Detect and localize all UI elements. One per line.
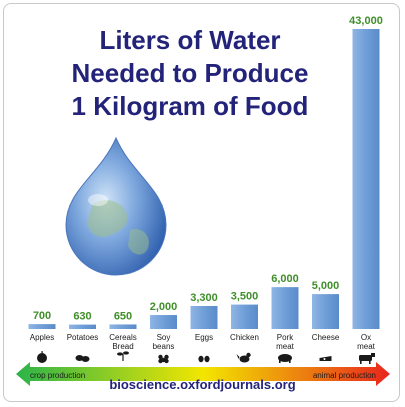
category-label: Soy [157, 333, 171, 342]
category-label: Cereals [109, 333, 137, 342]
wheat-sprout-icon [117, 351, 129, 361]
value-label: 630 [73, 311, 91, 323]
category-label: Apples [30, 333, 54, 342]
soybeans-icon [158, 354, 169, 364]
category-label: meat [276, 342, 295, 351]
value-label: 700 [33, 310, 51, 322]
category-label: meat [357, 342, 376, 351]
title-line-3: 1 Kilogram of Food [71, 91, 309, 121]
chicken-icon [236, 352, 251, 363]
title-line-2: Needed to Produce [71, 58, 309, 88]
eggs-icon [198, 355, 210, 363]
category-label: Ox [361, 333, 371, 342]
bar-potatoes [69, 324, 96, 329]
value-label: 5,000 [312, 280, 340, 292]
cow-icon [359, 353, 375, 364]
category-label: Eggs [195, 333, 213, 342]
category-label: Chicken [230, 333, 259, 342]
bar-eggs [190, 305, 218, 329]
chart-title: Liters of Water Needed to Produce 1 Kilo… [40, 24, 340, 123]
category-label: Bread [112, 342, 133, 351]
bar-chicken [231, 304, 258, 329]
value-label: 2,000 [150, 301, 178, 313]
animal-production-label: animal production [313, 371, 376, 380]
bar-pork-meat [271, 287, 299, 329]
apple-icon [37, 351, 47, 363]
water-drop-icon [65, 136, 167, 276]
figure-frame [3, 3, 400, 402]
bar-ox-meat [352, 29, 380, 329]
value-label: 3,300 [190, 292, 218, 304]
value-label: 43,000 [349, 15, 383, 27]
crop-production-label: crop production [30, 371, 85, 380]
cheese-icon [319, 356, 332, 361]
category-label: Cheese [312, 333, 340, 342]
pig-icon [278, 354, 292, 363]
category-label: Potatoes [67, 333, 99, 342]
bar-cereals-bread [109, 324, 137, 329]
title-line-1: Liters of Water [99, 25, 281, 55]
value-label: 650 [114, 310, 132, 322]
source-url: bioscience.oxfordjournals.org [109, 377, 296, 392]
bar-soy-beans [150, 315, 177, 329]
category-label: beans [153, 342, 175, 351]
bar-apples [28, 324, 56, 329]
category-label: Pork [277, 333, 294, 342]
value-label: 6,000 [271, 273, 299, 285]
bar-cheese [312, 294, 339, 329]
production-arrow: crop production animal production [16, 362, 390, 386]
value-label: 3,500 [231, 291, 259, 303]
potatoes-icon [75, 355, 90, 362]
